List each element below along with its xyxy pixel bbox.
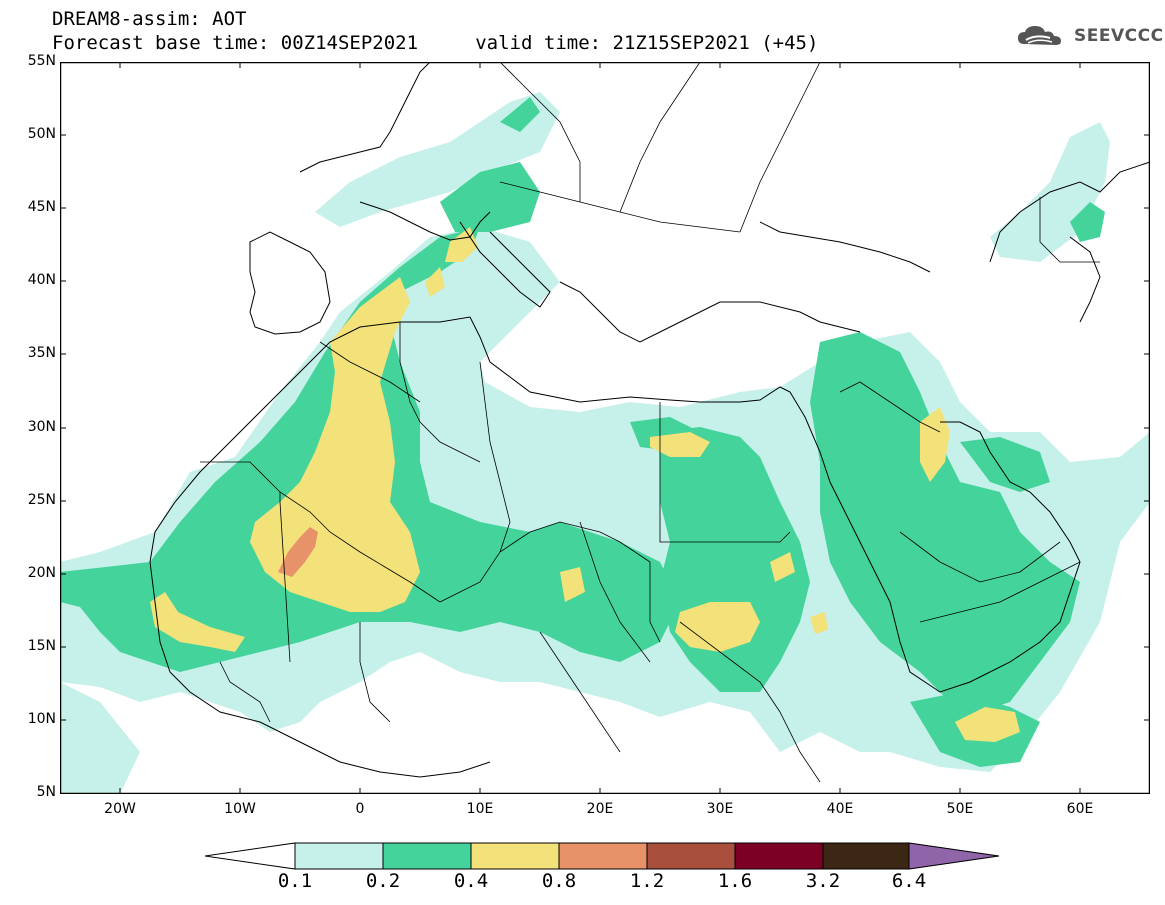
lat-label: 50N bbox=[27, 126, 56, 142]
map-title: DREAM8-assim: AOT bbox=[52, 8, 247, 30]
colorbar-label: 3.2 bbox=[805, 870, 841, 892]
map-frame bbox=[60, 62, 1150, 794]
aot-contour-very-high bbox=[278, 527, 318, 577]
lon-label: 20E bbox=[586, 801, 614, 817]
colorbar-label: 6.4 bbox=[891, 870, 927, 892]
lon-label: 10W bbox=[224, 801, 256, 817]
lat-label: 35N bbox=[27, 345, 56, 361]
colorbar-segment bbox=[558, 842, 648, 870]
coastlines bbox=[149, 62, 1150, 778]
colorbar-segment-below bbox=[205, 842, 296, 870]
seevccc-logo: SEEVCCC bbox=[1016, 24, 1164, 48]
aot-map bbox=[60, 62, 1150, 794]
colorbar-segment bbox=[294, 842, 384, 870]
colorbar-label: 0.8 bbox=[541, 870, 577, 892]
lat-label: 55N bbox=[27, 53, 56, 69]
forecast-time-subtitle: Forecast base time: 00Z14SEP2021 valid t… bbox=[52, 32, 819, 54]
colorbar-label: 0.1 bbox=[277, 870, 313, 892]
colorbar-label: 1.2 bbox=[629, 870, 665, 892]
colorbar-segment-above bbox=[908, 842, 1000, 870]
lon-label: 30E bbox=[706, 801, 734, 817]
aot-contour-high bbox=[150, 227, 1020, 742]
colorbar-label: 0.2 bbox=[365, 870, 401, 892]
colorbar bbox=[205, 842, 1000, 870]
lon-label: 50E bbox=[946, 801, 974, 817]
colorbar-segment bbox=[734, 842, 824, 870]
political-borders bbox=[200, 62, 1100, 783]
colorbar-label: 1.6 bbox=[717, 870, 753, 892]
cloud-icon bbox=[1018, 26, 1061, 45]
lon-label: 20W bbox=[104, 801, 136, 817]
lat-label: 45N bbox=[27, 199, 56, 215]
colorbar-segment bbox=[470, 842, 560, 870]
colorbar-segment bbox=[382, 842, 472, 870]
lon-label: 60E bbox=[1066, 801, 1094, 817]
lat-label: 20N bbox=[27, 565, 56, 581]
lon-label: 10E bbox=[466, 801, 494, 817]
lat-label: 5N bbox=[36, 784, 56, 800]
lat-label: 15N bbox=[27, 638, 56, 654]
colorbar-segment bbox=[822, 842, 910, 870]
logo-text: SEEVCCC bbox=[1074, 26, 1164, 46]
lon-label: 0 bbox=[355, 801, 365, 817]
lat-label: 30N bbox=[27, 419, 56, 435]
lat-label: 40N bbox=[27, 272, 56, 288]
lat-label: 10N bbox=[27, 711, 56, 727]
lat-label: 25N bbox=[27, 492, 56, 508]
colorbar-label: 0.4 bbox=[453, 870, 489, 892]
colorbar-segment bbox=[646, 842, 736, 870]
lon-label: 40E bbox=[826, 801, 854, 817]
